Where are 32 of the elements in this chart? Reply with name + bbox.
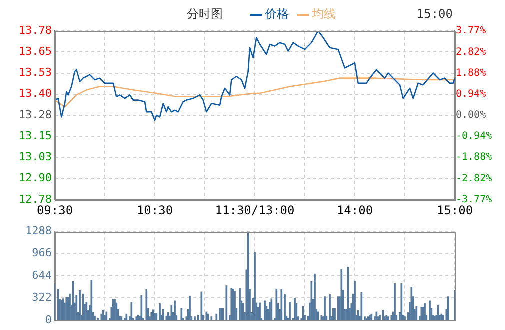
y-tick-label: 0	[45, 313, 52, 326]
y-tick-label: 13.53	[18, 66, 52, 80]
y-tick-label: 644	[32, 268, 52, 282]
chart-title: 分时图	[187, 7, 223, 22]
y2-tick-label: 3.77%	[456, 26, 486, 37]
x-tick-label: 09:30	[36, 203, 74, 218]
y2-tick-label: -3.77%	[456, 194, 492, 206]
y-tick-label: 13.78	[18, 24, 52, 37]
x-tick-label: 14:00	[336, 203, 374, 218]
y-tick-label: 13.28	[18, 108, 52, 122]
y2-tick-label: 1.88%	[456, 68, 486, 79]
y2-tick-label: -0.94%	[456, 131, 492, 142]
y-tick-label: 13.40	[18, 87, 52, 100]
x-tick-label: 15:00	[436, 203, 474, 218]
y-tick-label: 1288	[26, 224, 52, 238]
y-tick-label: 13.15	[18, 129, 52, 142]
legend-label: 均线	[311, 7, 336, 22]
y2-tick-label: 0.00%	[456, 110, 486, 122]
legend-label: 价格	[264, 7, 289, 22]
y2-tick-label: -2.82%	[456, 173, 492, 184]
y-tick-label: 12.78	[18, 192, 52, 206]
y-tick-label: 322	[32, 291, 52, 304]
x-tick-label: 11:30/13:00	[215, 203, 295, 218]
y-tick-label: 13.03	[18, 150, 52, 164]
y2-tick-label: 0.94%	[456, 89, 486, 100]
y-tick-label: 12.90	[18, 172, 52, 185]
y2-tick-label: -1.88%	[456, 152, 492, 164]
text: 15:00	[416, 7, 453, 22]
y2-tick-label: 2.82%	[456, 46, 486, 58]
y-tick-label: 966	[32, 246, 52, 260]
y-tick-label: 13.65	[18, 44, 52, 58]
x-tick-label: 10:30	[136, 203, 174, 218]
